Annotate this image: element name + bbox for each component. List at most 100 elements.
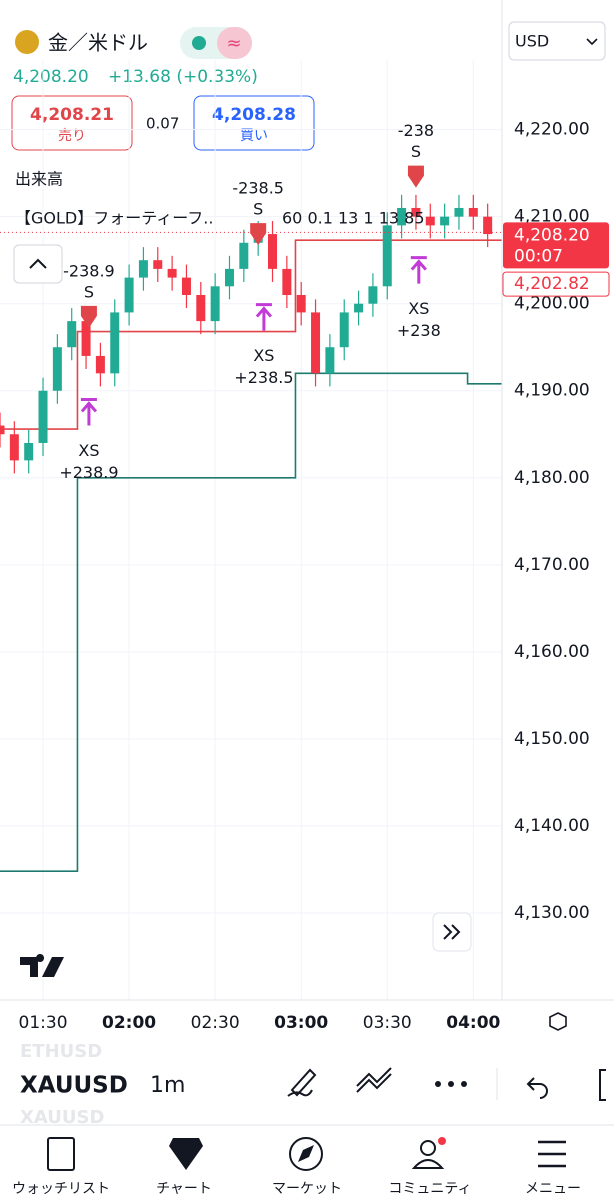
cover-arrow <box>255 303 273 331</box>
sell-price: 4,208.21 <box>30 105 114 125</box>
scroll-icon <box>443 924 461 940</box>
y-tick-label: 4,150.00 <box>514 729 590 749</box>
nav-icon <box>411 1159 445 1169</box>
level-line <box>0 239 502 430</box>
currency-select[interactable] <box>508 21 606 61</box>
ghost-symbol: ETHUSD <box>20 1041 102 1062</box>
collapse-button[interactable] <box>13 244 63 284</box>
symbol-name[interactable]: 金／米ドル <box>48 31 148 55</box>
y-tick-label: 4,200.00 <box>514 294 590 314</box>
sell-arrow <box>250 223 267 246</box>
nav-icon[interactable] <box>289 1137 323 1171</box>
signal-label: S <box>253 200 263 219</box>
y-tick-label: 4,130.00 <box>514 903 590 923</box>
x-tick-label: 04:00 <box>446 1013 500 1033</box>
nav-label[interactable]: コミュニティ <box>388 1181 471 1197</box>
signal-label: XS <box>253 346 274 365</box>
candle-body <box>339 312 349 348</box>
nav-icon[interactable] <box>420 1140 436 1156</box>
sell-button[interactable] <box>11 95 133 151</box>
candle-body <box>81 321 91 356</box>
candle-body <box>67 321 77 348</box>
notification-dot <box>438 1137 446 1145</box>
candle-body <box>440 216 450 226</box>
buy-button[interactable] <box>193 95 315 151</box>
nav-icon <box>298 1145 314 1162</box>
y-tick-label: 4,190.00 <box>514 381 590 401</box>
candle-body <box>95 355 105 374</box>
candle-body <box>382 225 392 287</box>
fullscreen[interactable] <box>599 1069 606 1101</box>
signal-label: +238 <box>397 321 441 340</box>
ref-price-box <box>502 271 610 297</box>
candle-body <box>9 434 19 461</box>
draw-tool[interactable] <box>287 1068 317 1097</box>
candle-body <box>110 312 120 374</box>
nav-label[interactable]: マーケット <box>272 1181 342 1197</box>
candle-body <box>425 216 435 226</box>
more[interactable] <box>435 1081 441 1087</box>
indicator-tool[interactable] <box>356 1067 392 1093</box>
indicator-params: 60 0.1 13 1 13 85 <box>282 209 425 228</box>
candle-body <box>196 295 206 322</box>
candle-body <box>354 303 364 313</box>
candle-body <box>239 242 249 269</box>
candle-body <box>138 260 148 278</box>
ghost-symbol: XAUUSD <box>20 1107 104 1128</box>
last-price-box <box>503 222 609 269</box>
y-tick-label: 4,220.00 <box>514 120 590 140</box>
market-open-dot <box>192 36 206 50</box>
nav-icon[interactable] <box>538 1140 566 1168</box>
candle-body <box>52 347 62 391</box>
countdown: 00:07 <box>514 246 563 266</box>
settings-icon[interactable] <box>549 1012 567 1031</box>
spread: 0.07 <box>146 115 179 133</box>
signal-label: S <box>411 142 421 161</box>
signal-label: -238.9 <box>63 261 115 280</box>
nav-label[interactable]: チャート <box>156 1181 212 1197</box>
nav-icon[interactable] <box>47 1137 75 1171</box>
symbol-icon <box>15 30 39 54</box>
nav-label[interactable]: ウォッチリスト <box>12 1181 110 1197</box>
undo[interactable] <box>526 1077 548 1099</box>
signal-label: XS <box>408 299 429 318</box>
interval[interactable]: 1m <box>150 1073 185 1098</box>
candle-body <box>224 268 234 287</box>
signal-label: -238 <box>398 121 434 140</box>
delay-badge <box>217 27 252 59</box>
nav-icon[interactable] <box>169 1138 203 1170</box>
candle-body <box>268 234 278 269</box>
tv-logo <box>20 954 64 977</box>
signal-label: XS <box>78 441 99 460</box>
signal-label: -238.5 <box>232 179 284 198</box>
more <box>461 1081 467 1087</box>
candle-body <box>38 390 48 443</box>
last-price: 4,208.20 <box>13 67 89 87</box>
chevron <box>586 38 598 46</box>
candle-body <box>210 286 220 322</box>
candle-body <box>468 207 478 217</box>
symbol[interactable]: XAUUSD <box>20 1073 128 1099</box>
candle-body <box>181 277 191 295</box>
cover-arrow <box>80 397 98 426</box>
last-price-label: 4,208.20 <box>514 225 590 245</box>
indicator-name: 【GOLD】フォーティーフ.. <box>15 209 213 228</box>
candle-body <box>483 216 493 235</box>
candle-body <box>0 425 5 435</box>
candle-body <box>311 312 321 374</box>
x-tick-label: 03:30 <box>363 1013 412 1033</box>
y-tick-label: 4,210.00 <box>514 207 590 227</box>
buy-price: 4,208.28 <box>212 105 296 125</box>
candle-body <box>397 207 407 226</box>
collapse-icon <box>29 258 47 269</box>
signal-label: S <box>84 282 94 301</box>
signal-label: +238.5 <box>234 368 293 387</box>
nav-label[interactable]: メニュー <box>525 1181 581 1197</box>
candle-body <box>296 295 306 313</box>
sell-arrow <box>407 165 424 188</box>
delay-icon: ≈ <box>226 33 241 54</box>
candle-body <box>124 277 134 313</box>
y-tick-label: 4,170.00 <box>514 555 590 575</box>
